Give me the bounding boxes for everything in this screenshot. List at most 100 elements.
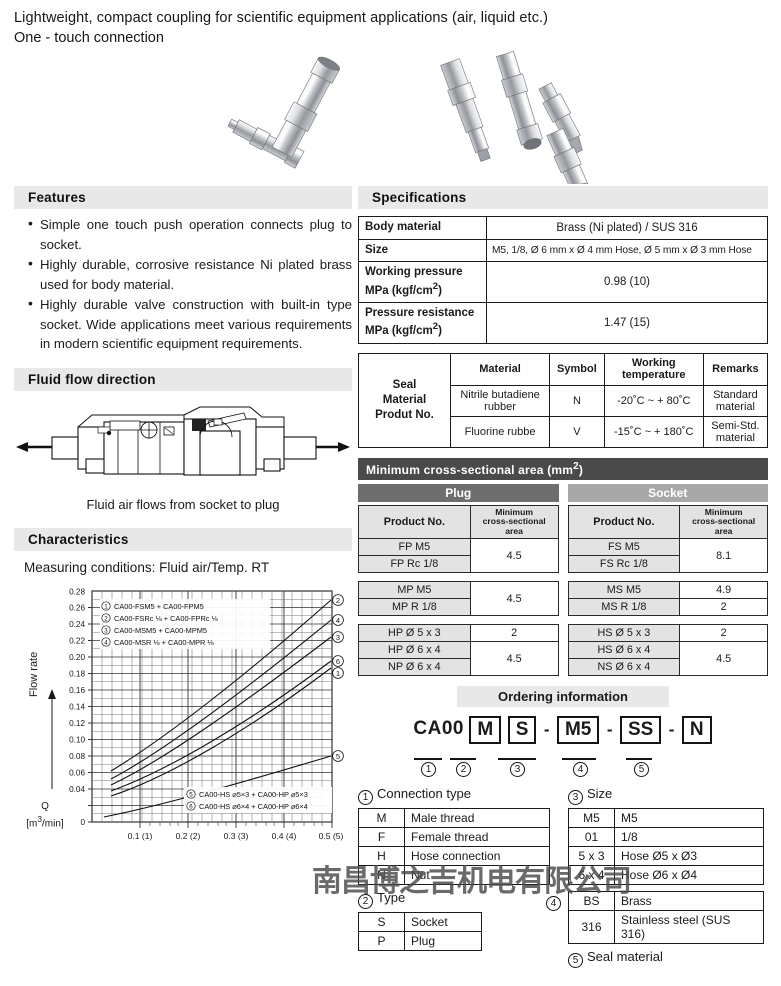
chart-legend-6: CA00-HS ⌀6×4 + CA00-HP ⌀6×4 bbox=[199, 801, 308, 810]
connection-type-table: M Male thread F Female thread H Hose connec… bbox=[358, 808, 550, 886]
svg-text:5: 5 bbox=[189, 791, 193, 798]
table-row: S Socket bbox=[358, 912, 482, 933]
option-desc: Nut bbox=[404, 865, 550, 886]
ordering-box-3[interactable]: M5 bbox=[556, 716, 600, 745]
ordering-right-col: 3 Size M5 M5 01 1/8 5 x 3 Hose Ø5 x Ø3 6 x 4… bbox=[546, 786, 764, 970]
ordering-box-2[interactable]: S bbox=[507, 716, 537, 745]
group-mark-2: 2 bbox=[358, 894, 373, 910]
option-key: 6 x 4 bbox=[568, 865, 615, 886]
table-row: P Plug bbox=[358, 931, 482, 952]
svg-text:0.4 (4): 0.4 (4) bbox=[272, 831, 297, 841]
seal-col-temperature: Working temperature bbox=[603, 352, 704, 386]
ordering-mark-3: 3 bbox=[510, 762, 525, 778]
mcsa-product: NP Ø 6 x 4 bbox=[358, 658, 471, 677]
table-row: FP Rc 1/8 bbox=[358, 555, 559, 574]
table-row: H Hose connection bbox=[358, 846, 550, 867]
ordering-group-1-title: 1 Connection type bbox=[358, 786, 550, 806]
ordering-mark-4: 4 bbox=[573, 762, 588, 778]
fluid-flow-section: Fluid flow direction bbox=[14, 367, 352, 512]
mcsa-col-area: Minimum cross-sectional area bbox=[679, 504, 768, 540]
option-desc: 1/8 bbox=[614, 827, 764, 848]
group-3-label: Size bbox=[587, 786, 613, 802]
table-row: Working pressure MPa (kgf/cm2) 0.98 (10) bbox=[358, 261, 768, 303]
specifications-title: Specifications bbox=[358, 186, 768, 209]
svg-text:0: 0 bbox=[80, 818, 85, 827]
mcsa-product: MP M5 bbox=[358, 581, 471, 600]
ordering-group-5-title: 5 Seal material bbox=[568, 949, 764, 969]
option-desc: M5 bbox=[614, 808, 764, 829]
product-photo bbox=[200, 44, 590, 184]
fluid-flow-title: Fluid flow direction bbox=[14, 367, 352, 391]
mcsa-socket-table: Product No. Minimum cross-sectional area … bbox=[567, 504, 768, 574]
table-row: MP M5 4.5 bbox=[358, 581, 559, 617]
table-row: Body material Brass (Ni plated) / SUS 31… bbox=[358, 216, 768, 240]
mcsa-plug-table: Product No. Minimum cross-sectional area … bbox=[358, 504, 559, 574]
seal-row-label: Seal Material Produt No. bbox=[358, 352, 451, 448]
svg-text:0.04: 0.04 bbox=[69, 785, 85, 794]
svg-text:4: 4 bbox=[336, 616, 340, 625]
chart-legend-4: CA00-MSR ⅛ + CA00-MPR ⅛ bbox=[114, 637, 214, 646]
ordering-prefix: CA00 bbox=[413, 718, 464, 740]
mcsa-product: HS Ø 5 x 3 bbox=[567, 624, 681, 643]
mcsa-product: NS Ø 6 x 4 bbox=[567, 658, 681, 677]
table-row: Nitrile butadiene rubber N -20˚C ~ + 80˚C… bbox=[359, 384, 769, 417]
option-desc: Hose Ø6 x Ø4 bbox=[614, 865, 764, 886]
ordering-dash: - bbox=[543, 720, 550, 740]
mcsa-section: Minimum cross-sectional area (mm2) Plug … bbox=[358, 457, 768, 677]
seal-col-material: Material bbox=[449, 352, 551, 386]
seal-symbol: N bbox=[549, 384, 605, 417]
group-mark-4: 4 bbox=[546, 896, 561, 912]
table-row: HS Ø 5 x 3 2 bbox=[567, 624, 768, 643]
group-1-label: Connection type bbox=[377, 786, 471, 802]
mcsa-product: FP Rc 1/8 bbox=[358, 555, 471, 574]
datasheet-page: Lightweight, compact coupling for scient… bbox=[0, 0, 781, 906]
ordering-box-1[interactable]: M bbox=[469, 716, 502, 745]
mcsa-plug-column: Plug Product No. Minimum cross-sectional … bbox=[358, 483, 559, 677]
chart-y-axis-unit: Q [m3/min] bbox=[26, 800, 64, 829]
svg-text:0.10: 0.10 bbox=[69, 735, 85, 744]
ordering-dash: - bbox=[668, 720, 675, 740]
option-desc: Stainless steel (SUS 316) bbox=[614, 910, 764, 945]
mcsa-area: 8.1 bbox=[679, 538, 768, 574]
table-row: HP Ø 5 x 3 2 bbox=[358, 624, 559, 643]
ordering-left-col: 1 Connection type M Male thread F Female th… bbox=[358, 786, 550, 952]
spec-value: Brass (Ni plated) / SUS 316 bbox=[486, 216, 768, 240]
flow-rate-chart: Flow rate Q [m3/min] bbox=[14, 579, 352, 844]
ordering-box-4[interactable]: SS bbox=[619, 716, 662, 745]
ordering-group-3-title: 3 Size bbox=[568, 786, 764, 806]
table-row: Size M5, 1/8, Ø 6 mm x Ø 4 mm Hose, Ø 5 … bbox=[358, 238, 768, 262]
svg-text:2: 2 bbox=[104, 615, 108, 622]
option-key: M5 bbox=[568, 808, 615, 829]
mcsa-socket-table-2: MS M5 4.9 MS R 1/8 2 bbox=[567, 581, 768, 617]
mcsa-area: 2 bbox=[679, 624, 768, 643]
headline-line-1: Lightweight, compact coupling for scient… bbox=[14, 10, 549, 26]
seal-temperature: -20˚C ~ + 80˚C bbox=[603, 384, 704, 417]
option-desc: Female thread bbox=[404, 827, 550, 848]
option-desc: Plug bbox=[404, 931, 482, 952]
ordering-box-5[interactable]: N bbox=[681, 716, 712, 745]
features-title: Features bbox=[14, 186, 352, 209]
option-key: 01 bbox=[568, 827, 615, 848]
table-row: BS Brass bbox=[568, 891, 764, 912]
mcsa-plug-header: Plug bbox=[358, 483, 559, 502]
chart-svg: 0.28 0.26 0.24 0.22 0.20 0.18 0.16 0.14 … bbox=[48, 587, 344, 841]
table-row: FP M5 4.5 bbox=[358, 538, 559, 574]
seal-material: Fluorine rubbe bbox=[449, 415, 551, 448]
type-table: S Socket P Plug bbox=[358, 912, 482, 952]
feature-item: Highly durable valve construction with b… bbox=[28, 294, 352, 354]
table-row: MS R 1/8 2 bbox=[567, 598, 768, 617]
table-row: Product No. Minimum cross-sectional area bbox=[567, 504, 768, 540]
table-row: NS Ø 6 x 4 bbox=[567, 658, 768, 677]
spec-label: Body material bbox=[358, 216, 487, 240]
group-mark-3: 3 bbox=[568, 790, 583, 806]
table-row: Product No. Minimum cross-sectional area bbox=[358, 504, 559, 540]
spec-value: 1.47 (15) bbox=[486, 301, 768, 344]
ordering-dash: - bbox=[606, 720, 613, 740]
table-row: 316 Stainless steel (SUS 316) bbox=[568, 910, 764, 945]
mcsa-plug-table-2: MP M5 4.5 MP R 1/8 bbox=[358, 581, 559, 617]
chart-legend-2: CA00-FSRc ⅛ + CA00-FPRc ⅛ bbox=[114, 613, 219, 622]
mcsa-area: 4.5 bbox=[469, 538, 559, 574]
group-mark-1: 1 bbox=[358, 790, 373, 806]
spec-value: 0.98 (10) bbox=[486, 261, 768, 303]
option-key: 316 bbox=[568, 910, 615, 945]
